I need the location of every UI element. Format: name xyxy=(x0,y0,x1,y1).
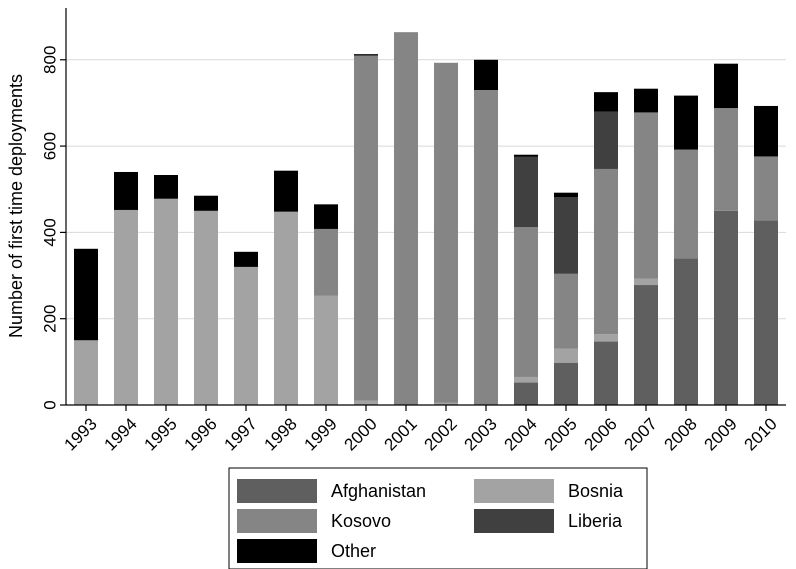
legend-swatch-liberia xyxy=(474,509,554,533)
bar-1994-other xyxy=(114,171,138,210)
bar-2000-bosnia xyxy=(354,400,378,405)
bar-1999-other xyxy=(314,204,338,229)
bar-2008-other xyxy=(674,95,698,150)
bar-1993-other xyxy=(74,248,98,341)
bar-2000-kosovo xyxy=(354,55,378,401)
legend: Afghanistan Bosnia Kosovo Liberia Other xyxy=(228,467,648,569)
bar-2008-kosovo xyxy=(674,149,698,259)
x-tick-label: 2001 xyxy=(381,414,421,454)
x-tick-label: 2002 xyxy=(421,414,461,454)
x-tick-label: 2005 xyxy=(541,414,581,454)
bar-2007-bosnia xyxy=(634,278,658,286)
bar-2004-afghanistan xyxy=(514,382,538,405)
x-tick-label: 2003 xyxy=(461,414,501,454)
bar-1998-other xyxy=(274,170,298,212)
x-tick-label: 1997 xyxy=(221,414,261,454)
y-ticks: 0 200 400 600 800 xyxy=(41,46,66,410)
bar-2004-liberia xyxy=(514,156,538,228)
y-tick-label: 200 xyxy=(41,305,60,333)
x-tick-label: 2007 xyxy=(621,414,661,454)
x-tick-label: 1995 xyxy=(141,414,181,454)
legend-label-other: Other xyxy=(331,541,376,561)
bar-2009-kosovo xyxy=(714,108,738,211)
bar-2007-other xyxy=(634,88,658,113)
bar-2005-bosnia xyxy=(554,348,578,363)
bar-2006-other xyxy=(594,92,618,112)
bar-2010-afghanistan xyxy=(754,220,778,405)
bar-2002-kosovo xyxy=(434,62,458,403)
bar-2009-afghanistan xyxy=(714,210,738,405)
x-tick-label: 1999 xyxy=(301,414,341,454)
bar-2001-kosovo xyxy=(394,32,418,405)
x-tick-label: 2000 xyxy=(341,414,381,454)
bar-2005-afghanistan xyxy=(554,362,578,405)
bar-2004-kosovo xyxy=(514,227,538,377)
gridlines xyxy=(66,59,786,320)
bar-1993-bosnia xyxy=(74,340,98,405)
x-tick-label: 1998 xyxy=(261,414,301,454)
x-tick-label: 2008 xyxy=(661,414,701,454)
legend-label-bosnia: Bosnia xyxy=(568,481,624,501)
bar-1996-bosnia xyxy=(194,210,218,405)
x-tick-label: 2006 xyxy=(581,414,621,454)
bar-2006-afghanistan xyxy=(594,341,618,405)
bar-2006-bosnia xyxy=(594,334,618,342)
bar-1998-bosnia xyxy=(274,211,298,405)
bar-1997-other xyxy=(234,251,258,267)
bar-2008-afghanistan xyxy=(674,258,698,405)
bar-1995-bosnia xyxy=(154,198,178,405)
bar-2005-kosovo xyxy=(554,273,578,349)
bar-2009-other xyxy=(714,63,738,109)
bar-1999-bosnia xyxy=(314,295,338,405)
y-axis-title: Number of first time deployments xyxy=(6,74,26,338)
bar-1994-bosnia xyxy=(114,209,138,405)
bar-2003-other xyxy=(474,59,498,90)
x-ticks: 1993 1994 1995 1996 1997 1998 1999 2000 2001 2002… xyxy=(61,405,781,454)
bar-2010-kosovo xyxy=(754,156,778,221)
bar-1997-bosnia xyxy=(234,266,258,405)
legend-label-liberia: Liberia xyxy=(568,511,623,531)
y-tick-label: 0 xyxy=(41,400,60,409)
y-tick-label: 800 xyxy=(41,46,60,74)
bar-2005-liberia xyxy=(554,197,578,274)
x-tick-label: 2010 xyxy=(741,414,781,454)
legend-swatch-other xyxy=(237,539,317,563)
bars xyxy=(74,32,778,405)
x-tick-label: 2004 xyxy=(501,414,541,454)
bar-2003-kosovo xyxy=(474,89,498,405)
x-tick-label: 1994 xyxy=(101,414,141,454)
bar-2007-afghanistan xyxy=(634,285,658,405)
bar-2010-other xyxy=(754,105,778,157)
bar-1999-kosovo xyxy=(314,228,338,296)
legend-label-afghanistan: Afghanistan xyxy=(331,481,426,501)
x-tick-label: 2009 xyxy=(701,414,741,454)
bar-1995-other xyxy=(154,174,178,199)
bar-2006-kosovo xyxy=(594,168,618,335)
bar-2004-other xyxy=(514,154,538,157)
legend-swatch-afghanistan xyxy=(237,479,317,503)
bar-2002-bosnia xyxy=(434,402,458,405)
bar-2006-liberia xyxy=(594,111,618,169)
bar-2004-bosnia xyxy=(514,376,538,383)
bar-2000-other xyxy=(354,54,378,56)
x-tick-label: 1996 xyxy=(181,414,221,454)
legend-swatch-bosnia xyxy=(474,479,554,503)
axes xyxy=(65,8,786,406)
bar-2007-kosovo xyxy=(634,112,658,279)
legend-swatch-kosovo xyxy=(237,509,317,533)
bar-1996-other xyxy=(194,195,218,211)
bar-2005-other xyxy=(554,192,578,198)
y-tick-label: 600 xyxy=(41,132,60,160)
legend-label-kosovo: Kosovo xyxy=(331,511,391,531)
y-tick-label: 400 xyxy=(41,218,60,246)
x-tick-label: 1993 xyxy=(61,414,101,454)
